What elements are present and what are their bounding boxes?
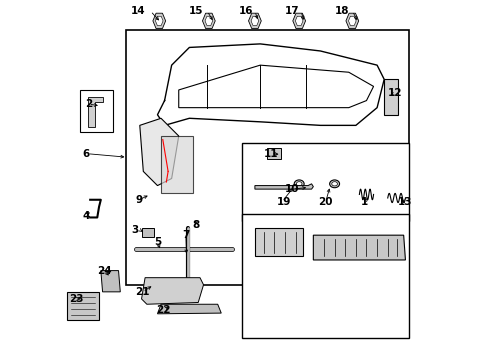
Polygon shape [155, 16, 163, 25]
Text: 16: 16 [238, 6, 253, 16]
Text: 4: 4 [82, 211, 90, 221]
Text: 17: 17 [284, 6, 299, 16]
Polygon shape [251, 16, 258, 25]
Polygon shape [383, 79, 397, 115]
Polygon shape [139, 118, 179, 186]
Polygon shape [152, 13, 166, 29]
Polygon shape [67, 292, 99, 320]
Polygon shape [179, 65, 373, 108]
Polygon shape [141, 228, 153, 237]
Bar [79, 90, 113, 132]
Text: 3: 3 [131, 225, 138, 235]
Bar [242, 214, 408, 338]
Text: 11: 11 [263, 149, 277, 159]
Polygon shape [313, 235, 405, 260]
Text: 13: 13 [397, 196, 412, 206]
Polygon shape [345, 13, 358, 29]
Text: 7: 7 [182, 230, 189, 240]
Text: 6: 6 [82, 149, 90, 159]
Text: 15: 15 [189, 6, 203, 16]
Ellipse shape [331, 182, 337, 186]
Text: 24: 24 [97, 266, 111, 276]
Text: 10: 10 [284, 184, 299, 194]
Polygon shape [157, 304, 221, 314]
Text: 18: 18 [334, 6, 348, 16]
Polygon shape [141, 278, 203, 304]
Polygon shape [88, 97, 103, 127]
Text: 23: 23 [69, 294, 83, 304]
Text: 2: 2 [85, 99, 92, 109]
Ellipse shape [329, 180, 339, 188]
Text: 8: 8 [193, 220, 200, 230]
Polygon shape [348, 16, 355, 25]
Bar [125, 30, 408, 285]
Polygon shape [101, 271, 120, 292]
Ellipse shape [294, 180, 303, 188]
Text: 14: 14 [130, 6, 145, 16]
Text: 22: 22 [156, 305, 171, 315]
Polygon shape [205, 16, 212, 25]
Text: 21: 21 [135, 287, 150, 297]
Polygon shape [248, 13, 261, 29]
Bar [242, 143, 408, 221]
Text: 5: 5 [153, 237, 161, 247]
Polygon shape [267, 149, 281, 159]
Text: 19: 19 [276, 196, 291, 206]
Polygon shape [255, 228, 302, 256]
Polygon shape [295, 16, 302, 25]
Text: 12: 12 [387, 89, 401, 99]
Polygon shape [255, 184, 313, 189]
Polygon shape [161, 136, 193, 193]
Polygon shape [202, 13, 215, 29]
Text: 20: 20 [318, 196, 333, 206]
Text: 9: 9 [135, 195, 142, 205]
Ellipse shape [296, 182, 302, 186]
Polygon shape [292, 13, 305, 29]
Text: 1: 1 [360, 196, 367, 206]
